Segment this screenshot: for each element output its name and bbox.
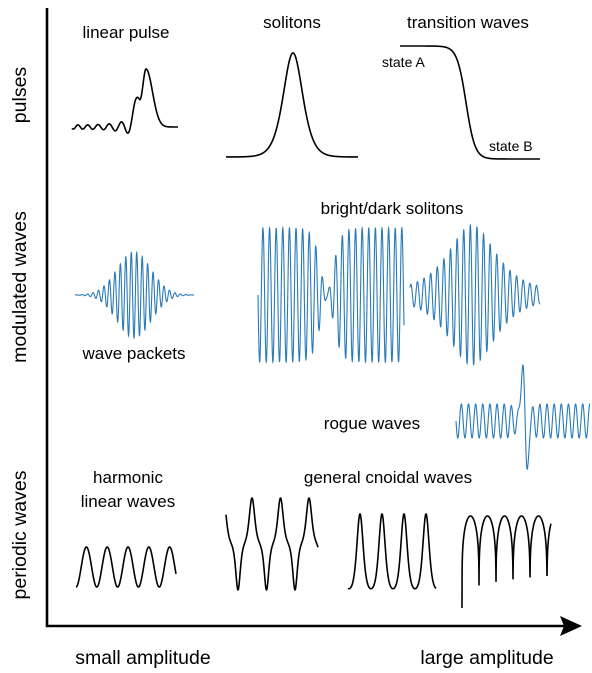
soliton-curve xyxy=(226,52,358,158)
cnoidal-wave-curve-1 xyxy=(225,497,319,591)
bright-soliton-curve xyxy=(409,223,541,366)
cnoidal-wave-curve-3 xyxy=(461,515,552,609)
label-wave-packets: wave packets xyxy=(82,344,186,363)
rogue-wave-curve xyxy=(455,364,591,470)
linear-pulse-curve xyxy=(71,68,178,134)
x-axis-arrowhead xyxy=(560,616,582,636)
wave-packet-curve xyxy=(74,250,194,340)
label-state-b: state B xyxy=(489,138,533,154)
label-harmonic: harmonic xyxy=(93,468,163,487)
label-bright-dark-solitons: bright/dark solitons xyxy=(321,199,464,218)
x-axis-label-right: large amplitude xyxy=(420,647,553,669)
x-axis-label-left: small amplitude xyxy=(75,647,210,669)
transition-wave-curve xyxy=(400,45,540,160)
harmonic-wave-curve xyxy=(75,546,177,588)
label-rogue-waves: rogue waves xyxy=(324,414,420,433)
row-label-periodic-waves: periodic waves xyxy=(9,470,31,599)
label-state-a: state A xyxy=(382,54,425,70)
row-label-pulses: pulses xyxy=(9,67,31,124)
row-label-modulated-waves: modulated waves xyxy=(9,211,31,363)
dark-soliton-curve xyxy=(257,225,405,365)
label-linear-pulse: linear pulse xyxy=(83,23,170,42)
label-transition-waves: transition waves xyxy=(407,13,529,32)
cnoidal-wave-curve-2 xyxy=(347,513,437,590)
label-solitons: solitons xyxy=(263,13,321,32)
label-general-cnoidal-waves: general cnoidal waves xyxy=(304,468,472,487)
label-linear-waves: linear waves xyxy=(81,492,176,511)
